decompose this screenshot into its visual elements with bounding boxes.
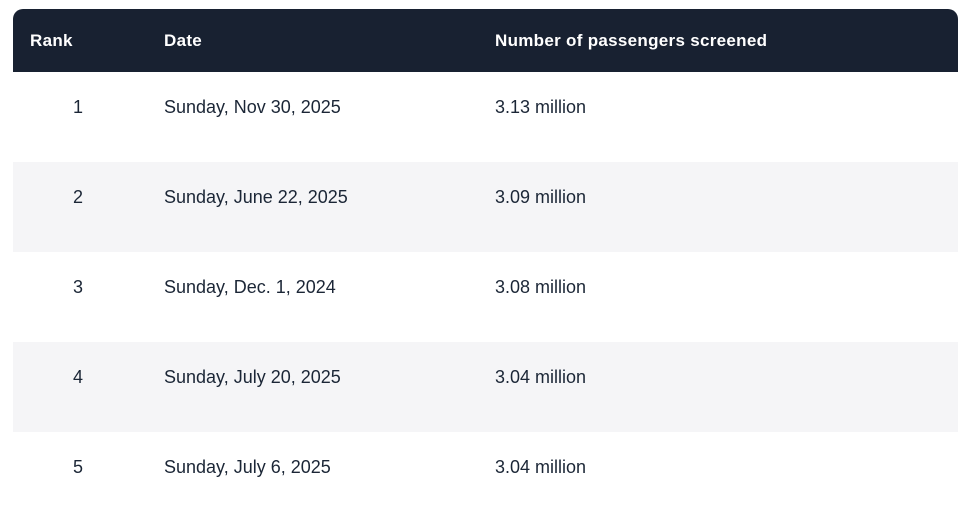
cell-date: Sunday, Nov 30, 2025	[143, 72, 474, 162]
cell-passengers: 3.04 million	[474, 432, 958, 522]
cell-rank: 4	[13, 342, 143, 432]
column-header-passengers: Number of passengers screened	[474, 9, 958, 72]
cell-rank: 2	[13, 162, 143, 252]
passengers-screened-table: Rank Date Number of passengers screened …	[13, 9, 958, 522]
table-row: 4 Sunday, July 20, 2025 3.04 million	[13, 342, 958, 432]
cell-passengers: 3.04 million	[474, 342, 958, 432]
table-row: 3 Sunday, Dec. 1, 2024 3.08 million	[13, 252, 958, 342]
cell-date: Sunday, June 22, 2025	[143, 162, 474, 252]
header-row: Rank Date Number of passengers screened	[13, 9, 958, 72]
cell-date: Sunday, Dec. 1, 2024	[143, 252, 474, 342]
data-table: Rank Date Number of passengers screened …	[13, 9, 958, 522]
table-row: 2 Sunday, June 22, 2025 3.09 million	[13, 162, 958, 252]
cell-date: Sunday, July 6, 2025	[143, 432, 474, 522]
table-row: 1 Sunday, Nov 30, 2025 3.13 million	[13, 72, 958, 162]
table-row: 5 Sunday, July 6, 2025 3.04 million	[13, 432, 958, 522]
column-header-rank: Rank	[13, 9, 143, 72]
cell-passengers: 3.09 million	[474, 162, 958, 252]
cell-passengers: 3.13 million	[474, 72, 958, 162]
cell-rank: 5	[13, 432, 143, 522]
table-body: 1 Sunday, Nov 30, 2025 3.13 million 2 Su…	[13, 72, 958, 522]
cell-passengers: 3.08 million	[474, 252, 958, 342]
cell-date: Sunday, July 20, 2025	[143, 342, 474, 432]
cell-rank: 3	[13, 252, 143, 342]
column-header-date: Date	[143, 9, 474, 72]
cell-rank: 1	[13, 72, 143, 162]
table-header: Rank Date Number of passengers screened	[13, 9, 958, 72]
